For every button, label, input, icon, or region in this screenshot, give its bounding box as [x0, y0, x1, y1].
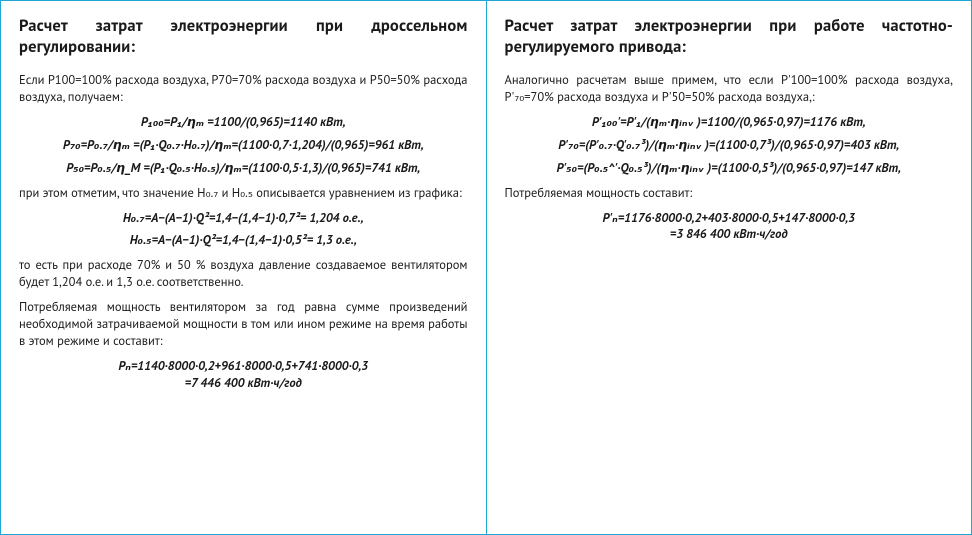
- left-formula-p100: P₁₀₀=P₁/ηₘ =1100/(0,965)=1140 кВт,: [19, 114, 468, 131]
- left-formula-h07: H₀.₇=A−(A−1)·Q²=1,4−(1,4−1)·0,7²= 1,204 …: [19, 210, 468, 227]
- left-formula-h05: H₀.₅=A−(A−1)·Q²=1,4−(1,4−1)·0,5²= 1,3 о.…: [19, 232, 468, 249]
- left-paragraph-1: Если P100=100% расхода воздуха, P70=70% …: [19, 72, 468, 106]
- right-paragraph-1: Аналогично расчетам выше примем, что есл…: [505, 72, 954, 106]
- right-title: Расчет затрат электроэнергии при работе …: [505, 15, 954, 56]
- left-paragraph-4: Потребляемая мощность вентилятором за го…: [19, 299, 468, 350]
- left-paragraph-2: при этом отметим, что значение H₀.₇ и H₀…: [19, 185, 468, 202]
- two-column-document: Расчет затрат электроэнергии при дроссел…: [0, 0, 972, 535]
- left-formula-p70: P₇₀=P₀.₇/ηₘ =(P₁·Q₀.₇·H₀.₇)/ηₘ=(1100·0,7…: [19, 137, 468, 154]
- left-formula-annual-power: Pₙ=1140·8000·0,2+961·8000·0,5+741·8000·0…: [19, 358, 468, 392]
- left-title: Расчет затрат электроэнергии при дроссел…: [19, 15, 468, 56]
- right-formula-p70: P'₇₀=(P'₀.₇·Q'₀.₇³)/(ηₘ·ηᵢₙᵥ )=(1100·0,7…: [505, 137, 954, 154]
- right-paragraph-2: Потребляемая мощность составит:: [505, 185, 954, 202]
- right-formula-p100: P'₁₀₀'=P'₁/(ηₘ·ηᵢₙᵥ )=1100/(0,965·0,97)=…: [505, 114, 954, 131]
- left-column: Расчет затрат электроэнергии при дроссел…: [0, 0, 487, 535]
- right-formula-annual-power: P'ₙ=1176·8000·0,2+403·8000·0,5+147·8000·…: [505, 210, 954, 244]
- right-column: Расчет затрат электроэнергии при работе …: [487, 0, 972, 535]
- right-formula-p50: P'₅₀=(P₀.₅^'·Q₀.₅³)/(ηₘ·ηᵢₙᵥ )=(1100·0,5…: [505, 160, 954, 177]
- left-formula-p50: P₅₀=P₀.₅/η_M =(P₁·Q₀.₅·H₀.₅)/ηₘ=(1100·0,…: [19, 160, 468, 177]
- left-paragraph-3: то есть при расходе 70% и 50 % воздуха д…: [19, 257, 468, 291]
